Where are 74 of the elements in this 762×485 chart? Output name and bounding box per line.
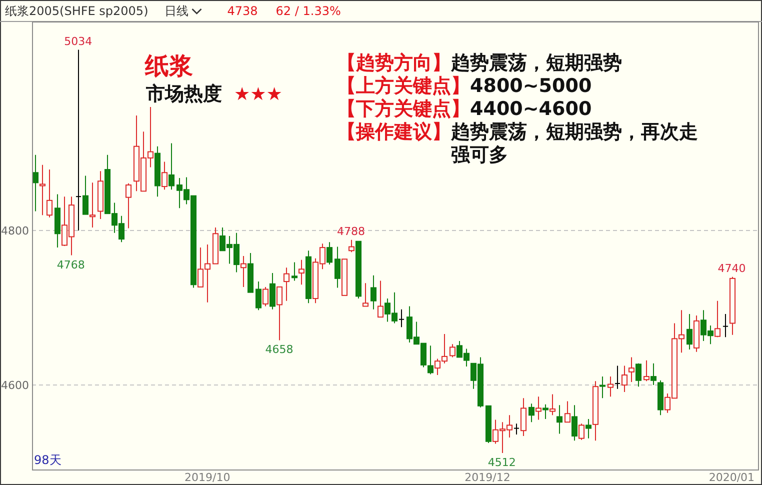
x-tick-label: 2019/10: [184, 471, 230, 484]
annotation: 4512: [488, 456, 516, 470]
annotation: 【趋势方向】: [337, 52, 451, 74]
candlestick: [97, 170, 104, 220]
candlestick: [398, 308, 404, 328]
candlestick: [291, 262, 298, 282]
candlestick: [686, 313, 693, 350]
x-tick-label: 2019/12: [464, 471, 510, 484]
annotation: 【上方关键点】: [337, 75, 470, 97]
y-tick-label: 4800: [1, 224, 29, 238]
candlestick: [592, 380, 599, 442]
candlestick: [362, 282, 369, 307]
x-tick-label: 2020/01: [708, 471, 755, 484]
candlestick: [564, 400, 571, 423]
candlestick: [729, 276, 736, 336]
text: 日线: [164, 4, 188, 18]
annotation: 5034: [64, 34, 92, 48]
candlestick: [370, 274, 377, 310]
candlestick: [614, 365, 620, 390]
candlestick: [571, 404, 578, 442]
annotation: 4658: [265, 343, 294, 356]
candlestick: [334, 246, 341, 288]
annotation: 4788: [337, 224, 366, 238]
candlestick: [643, 360, 650, 382]
candlestick: [621, 365, 628, 392]
candlestick: [255, 281, 262, 311]
candlestick: [168, 142, 175, 190]
candlestick: [377, 280, 384, 318]
candlestick: [535, 396, 542, 420]
annotation: 98天: [34, 453, 62, 467]
candlestick: [628, 356, 635, 382]
candlestick: [635, 362, 642, 388]
candlestick: [161, 161, 168, 190]
annotation: 4740: [718, 262, 746, 275]
candlestick: [39, 164, 46, 216]
annotation: 【下方关键点】: [337, 98, 470, 120]
candlestick: [76, 49, 82, 232]
annotation: ★★★: [234, 84, 282, 105]
candlestick: [528, 403, 535, 423]
candlestick: [542, 404, 549, 420]
annotation: 趋势震荡，短期强势，再次走强可多: [450, 121, 698, 166]
chart-title: 纸浆2005(SHFE sp2005): [5, 4, 148, 18]
candlestick: [46, 169, 53, 218]
candlestick: [556, 404, 563, 434]
candlestick: [607, 376, 614, 398]
annotation: 市场热度: [145, 83, 222, 105]
candlestick: [650, 362, 657, 386]
annotation: 纸浆: [144, 52, 193, 80]
candlestick: [514, 423, 520, 435]
candlestick: [283, 267, 290, 302]
candlestick: [298, 259, 305, 286]
candlestick: [326, 242, 333, 266]
annotation: 4400~4600: [470, 98, 592, 120]
candlestick: [89, 182, 96, 228]
candlestick: [269, 272, 276, 310]
candlestick: [32, 154, 39, 212]
candlestick: [693, 315, 700, 352]
annotation: 【操作建议】: [337, 121, 451, 143]
candlestick: [276, 286, 283, 341]
candlestick: [714, 300, 721, 338]
annotation: 4768: [56, 258, 85, 272]
candlestick: [599, 376, 606, 399]
annotation: 趋势震荡，短期强势: [450, 52, 622, 74]
candlestick: [722, 313, 728, 338]
candlestick: [82, 175, 89, 215]
candlestick: [125, 182, 132, 229]
candlestick: [520, 398, 527, 437]
text: 62 / 1.33%: [276, 4, 341, 18]
candlestick: [549, 394, 556, 416]
annotation: 4800~5000: [470, 75, 592, 97]
candlestick: [585, 418, 592, 439]
y-tick-label: 4600: [1, 379, 29, 392]
text: 4738: [227, 4, 258, 18]
candlestick: [240, 256, 247, 288]
